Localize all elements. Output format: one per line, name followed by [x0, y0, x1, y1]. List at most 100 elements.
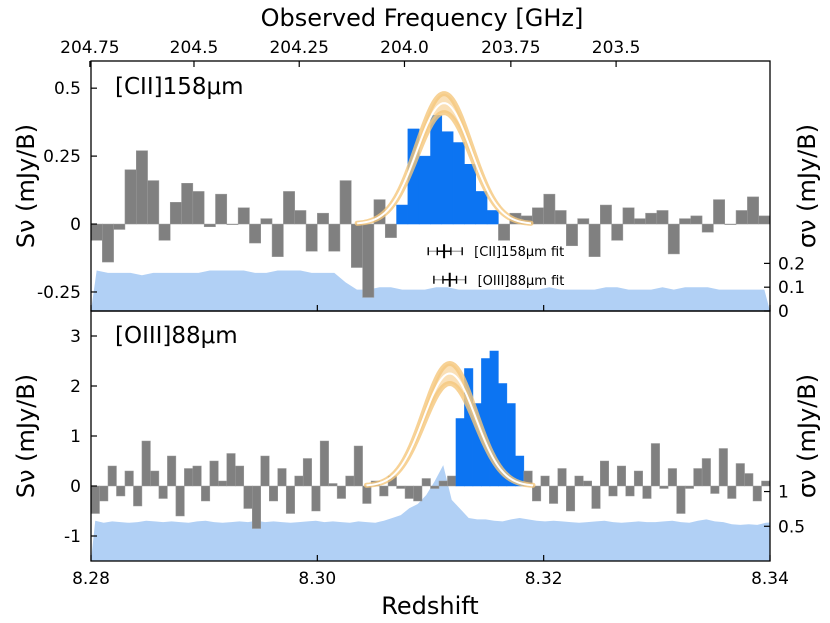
oiii-bar [319, 440, 329, 487]
oiii-bar [133, 485, 143, 507]
oiii-bar [413, 485, 423, 502]
oiii-bar [141, 440, 151, 487]
oiii-bar [328, 483, 338, 487]
cii-bar [136, 150, 148, 225]
cii-bar [215, 193, 228, 225]
cii-bar [192, 191, 205, 225]
flux-tick-label: 1 [70, 427, 81, 447]
oiii-panel-title: [OIII]88μm [115, 323, 238, 349]
oiii-bar [659, 485, 669, 489]
oiii-bar [294, 475, 304, 487]
oiii-bar [192, 465, 202, 487]
oiii-sigma-area [91, 465, 770, 561]
oiii-bar [616, 465, 626, 487]
cii-bar [226, 223, 239, 225]
oiii-bar [718, 448, 728, 487]
cii-bar [271, 223, 284, 257]
flux-tick-label: 3 [70, 327, 81, 347]
sigma-tick-label: 0.5 [778, 517, 805, 537]
cii-bar [475, 191, 488, 225]
sigma-tick-label: 1 [778, 483, 789, 503]
oiii-bar [761, 480, 770, 487]
flux-tick-label: 0 [70, 215, 81, 235]
oiii-bar [549, 485, 559, 504]
oiii-bar [650, 443, 660, 487]
oiii-bar [184, 468, 194, 487]
oiii-bar [684, 485, 694, 489]
cii-bar [124, 169, 137, 225]
cii-bar [113, 223, 126, 230]
cii-bar [181, 183, 194, 225]
oiii-bar [260, 455, 270, 487]
flux-tick-label: -0.25 [37, 283, 81, 303]
cii-bar [418, 155, 431, 225]
cii-bar [600, 204, 612, 225]
cii-bar [747, 196, 759, 225]
cii-ylabel-left: Sν (mJy/B) [12, 124, 40, 248]
sigma-tick-label: 0.1 [778, 278, 805, 298]
oiii-bar [252, 485, 261, 529]
cii-bar [294, 210, 307, 225]
cii-bar [237, 207, 250, 225]
oiii-bar [574, 475, 584, 487]
oiii-bar [481, 358, 491, 487]
frequency-tick-label: 204.0 [380, 38, 429, 58]
oiii-bars [91, 350, 770, 529]
flux-tick-label: 0 [70, 477, 81, 497]
cii-fit-legend: [CII]158μm fit [OIII]88μm fit [427, 244, 565, 289]
cii-bar [464, 164, 477, 225]
oiii-bar [676, 485, 686, 514]
cii-sigma-area [91, 270, 770, 311]
oiii-noise-fill [91, 465, 770, 561]
oiii-bar [336, 485, 346, 499]
oiii-bar [608, 485, 618, 497]
oiii-bar [201, 485, 211, 502]
cii-bar [169, 202, 182, 225]
cii-bar [102, 223, 114, 263]
oiii-bar [345, 475, 355, 487]
legend-label-1: [OIII]88μm fit [478, 274, 565, 289]
cii-bar [656, 210, 669, 225]
top-axis-title: Observed Frequency [GHz] [261, 4, 584, 32]
cii-bar [203, 223, 216, 228]
oiii-bar [226, 453, 236, 487]
oiii-bar [158, 485, 168, 499]
cii-bar [532, 207, 544, 225]
cii-bars [91, 115, 770, 298]
oiii-panel: -1 0 1 2 3 0.5 1 Sν (mJy/B) σν (mJy/B) [OIII]88μ… [12, 310, 821, 562]
cii-bar [260, 218, 273, 225]
oiii-bar [353, 445, 363, 487]
oiii-bar [642, 485, 652, 499]
cii-bar [645, 212, 658, 225]
oiii-bar [583, 480, 593, 487]
oiii-bar [600, 460, 609, 487]
oiii-bar [693, 468, 703, 487]
cii-bar [317, 212, 329, 225]
oiii-bar [532, 485, 542, 502]
cii-bar [577, 218, 590, 225]
cii-bar [690, 215, 703, 225]
cii-bar [679, 218, 692, 225]
cii-bar [758, 215, 770, 225]
oiii-gaussian-fit [363, 361, 536, 488]
cii-bar [667, 223, 680, 255]
cii-bar [328, 223, 341, 252]
oiii-bar [404, 485, 414, 499]
oiii-bar [150, 470, 160, 487]
frequency-tick-label: 204.5 [170, 38, 219, 58]
redshift-tick-label: 8.32 [525, 569, 563, 589]
oiii-bar [566, 485, 576, 512]
oiii-bar [209, 460, 219, 487]
oiii-bar [625, 485, 635, 497]
oiii-bar [362, 485, 372, 504]
oiii-bar [99, 485, 109, 502]
sigma-tick-label: 0 [778, 302, 789, 322]
cii-ylabel-right: σν (mJy/B) [793, 124, 821, 248]
bottom-redshift-axis: 8.28 8.30 8.32 8.34 [72, 305, 789, 589]
frequency-tick-label: 204.25 [269, 38, 328, 58]
oiii-bar [735, 463, 745, 487]
cii-bar [713, 199, 725, 225]
cii-bar [441, 131, 454, 225]
oiii-ylabel-right: σν (mJy/B) [793, 374, 821, 498]
